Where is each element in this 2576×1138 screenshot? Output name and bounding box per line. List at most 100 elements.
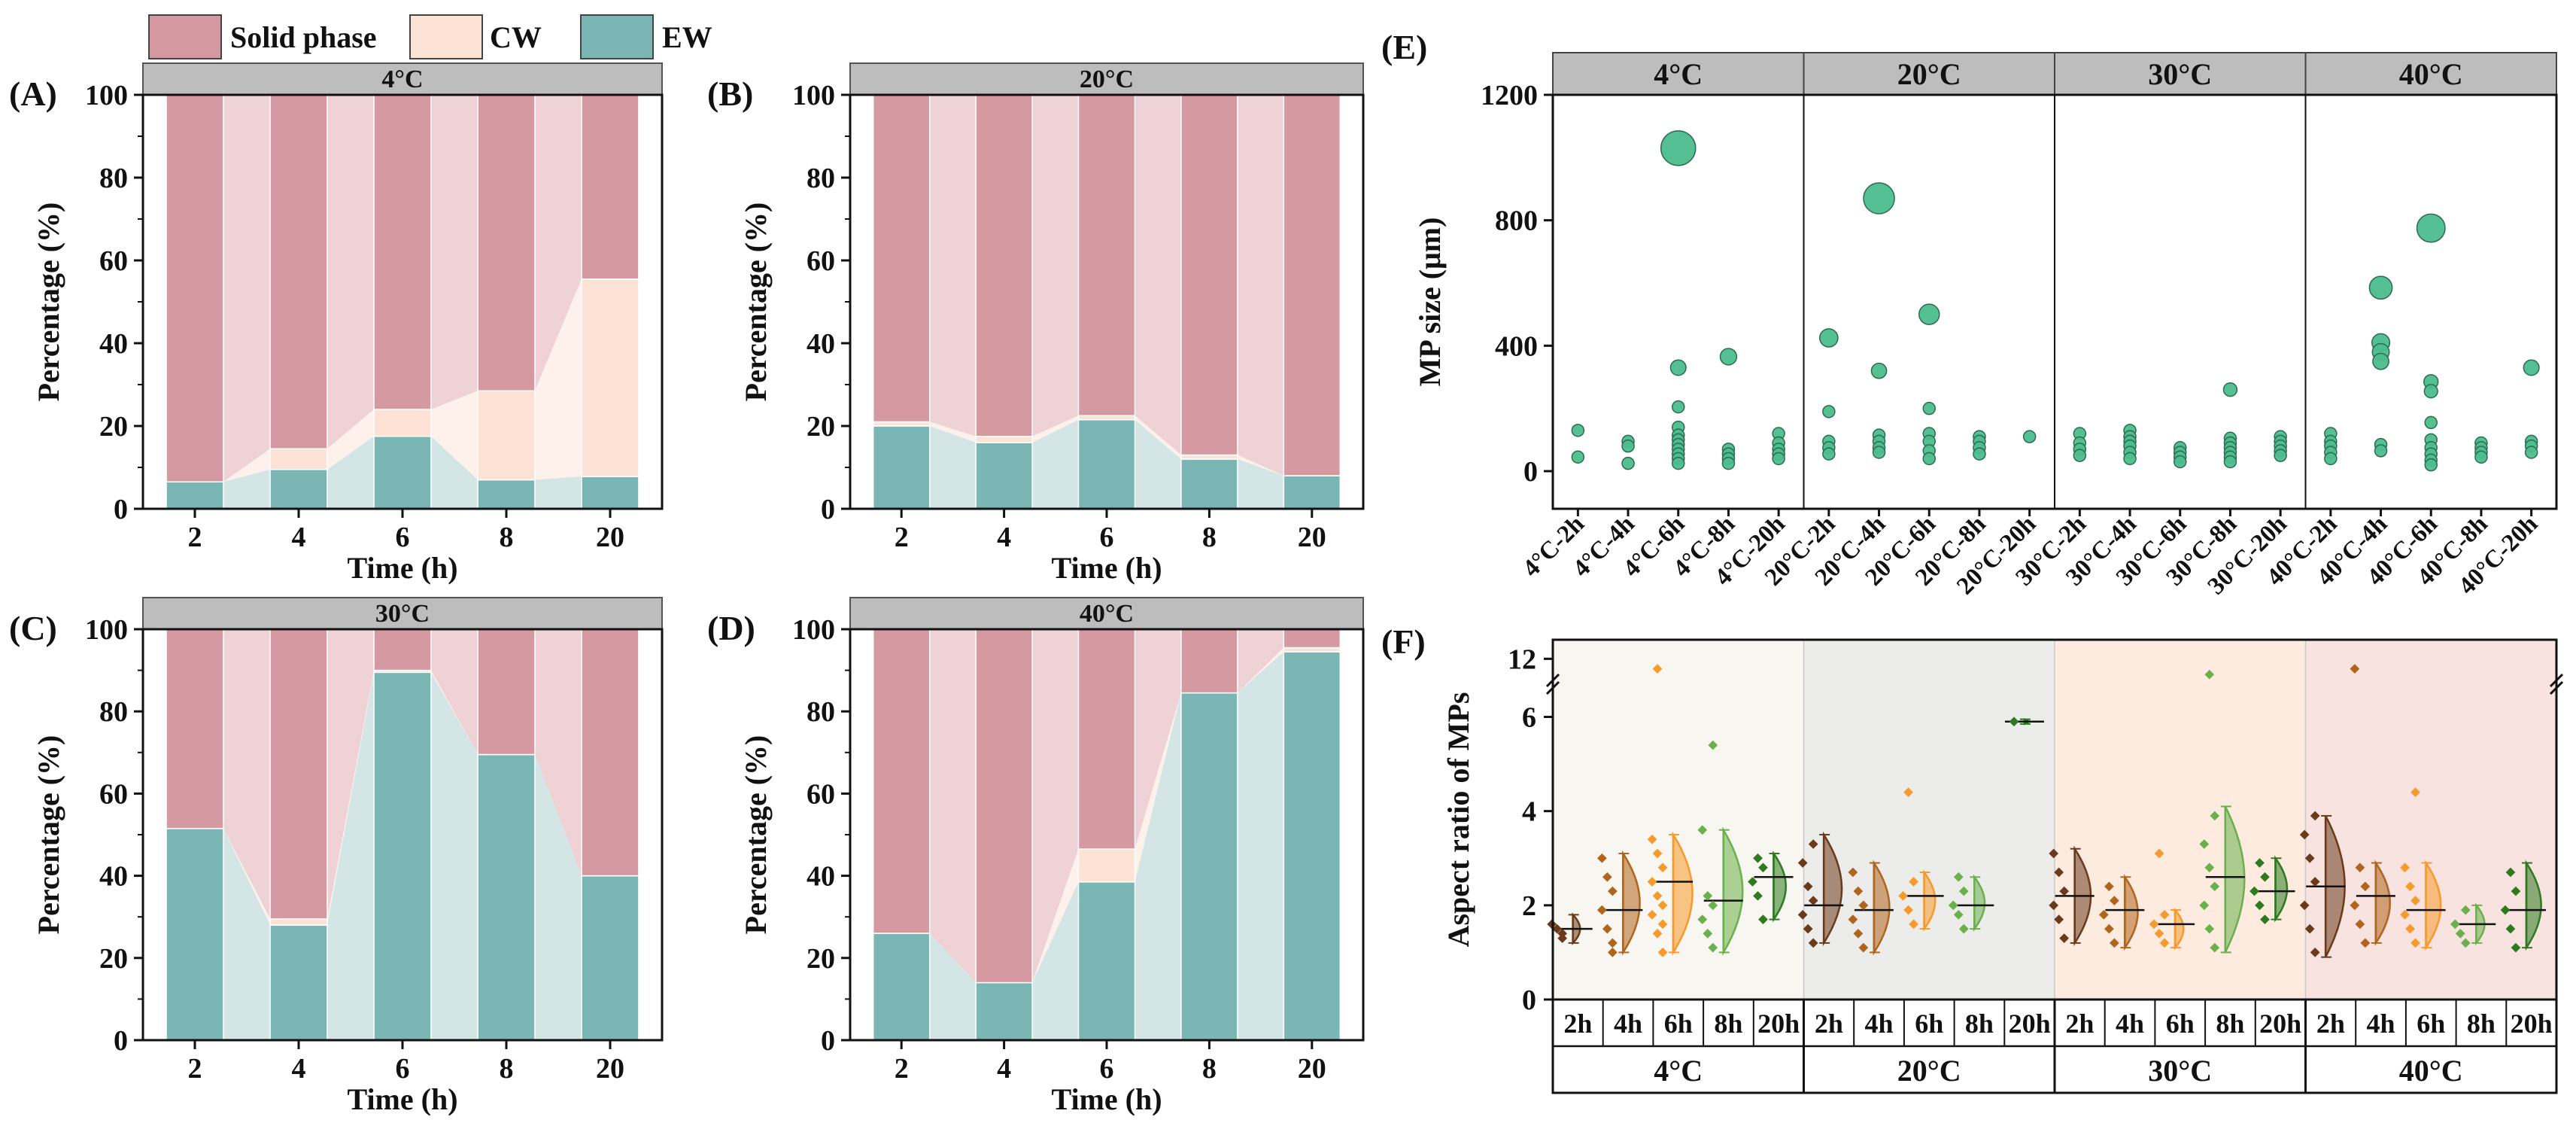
data-point [1657, 900, 1668, 911]
band-ew [534, 754, 582, 1040]
legend-swatch-solid [148, 14, 222, 59]
data-point [2054, 914, 2064, 924]
bubble-point [2324, 452, 2338, 466]
bubble-point [2073, 449, 2087, 462]
data-point [2304, 923, 2315, 934]
data-point [2405, 923, 2415, 934]
y-tick-label: 20 [99, 411, 128, 443]
x-tick-label: 4 [997, 1053, 1011, 1085]
group-label: 30°C [2148, 1054, 2212, 1088]
band-solid [929, 95, 977, 437]
bubble-point [2174, 455, 2187, 469]
panel-e: (E)4°C 20°C 30°C 40°C4°C-2h4°C-4h4°C-6h4°C-… [1381, 28, 2558, 600]
y-tick-label: 0 [1522, 984, 1536, 1016]
x-tick-label: 2 [188, 1053, 202, 1085]
bubble-point [1621, 456, 1635, 470]
band-solid [1135, 95, 1181, 455]
time-label: 6h [2417, 1009, 2445, 1039]
data-point [1903, 905, 1913, 915]
data-point [1608, 886, 1618, 896]
panel-letter: (F) [1381, 622, 1426, 661]
band-ew [929, 426, 977, 509]
x-tick-label: 6 [1100, 1053, 1114, 1085]
y-tick-label: 40 [807, 328, 835, 360]
time-label: 6h [1915, 1009, 1943, 1039]
violin-shape [1672, 831, 1694, 956]
group-label: 4°C [1654, 1054, 1703, 1088]
panel-title: 30°C [375, 600, 430, 628]
data-point [2104, 923, 2114, 934]
bar-cw [872, 421, 931, 427]
data-point [1647, 834, 1657, 844]
bar-solid [477, 628, 536, 756]
time-label: 2h [1815, 1009, 1843, 1039]
data-point [2410, 896, 2420, 905]
bubble-point [2423, 384, 2438, 399]
band-solid [223, 95, 271, 482]
data-point [1652, 929, 1663, 939]
bar-solid [975, 94, 1033, 437]
data-point [1953, 909, 1964, 920]
x-tick-label: 8 [1202, 1053, 1217, 1085]
y-tick-label: 0 [114, 1025, 128, 1057]
band-solid [1032, 95, 1079, 437]
y-tick-label: 40 [99, 861, 128, 893]
time-label: 2h [2065, 1009, 2094, 1039]
bubble-point [1621, 439, 1635, 453]
bar-cw [975, 436, 1033, 443]
data-point [1557, 929, 1568, 939]
panel-f: (F) 0 2 4 6 12 Aspect ratio of MPs 2h 4h 6h 8h 20h 2… [1381, 622, 2564, 1094]
time-label: 4h [2116, 1009, 2144, 1039]
data-point [2009, 717, 2019, 727]
bubble-point [2368, 275, 2393, 300]
panel-title: 4°C [381, 65, 423, 93]
bar-solid [581, 628, 639, 877]
data-point [2159, 909, 2170, 920]
data-point [2310, 877, 2320, 887]
bubble-point [1571, 424, 1585, 437]
time-label: 4h [2367, 1009, 2395, 1039]
bar-ew [1077, 881, 1136, 1041]
bar-ew [477, 753, 536, 1041]
bar-solid [975, 628, 1033, 984]
time-label: 6h [2166, 1009, 2195, 1039]
band-solid [430, 629, 478, 755]
band-cw [327, 670, 375, 926]
y-tick-label: 80 [807, 696, 835, 728]
data-point [1948, 900, 1958, 911]
violin-shape [1822, 831, 1843, 947]
data-point [1909, 919, 1918, 930]
data-point [1903, 787, 1913, 798]
bar-cw [269, 918, 328, 926]
data-point [1652, 890, 1663, 901]
bar-cw [1283, 647, 1341, 653]
data-point [2410, 787, 2420, 798]
plot-frame [1551, 93, 2558, 510]
bubble-point [1719, 348, 1738, 366]
bubble-point [2274, 449, 2287, 462]
bar-ew [477, 479, 536, 510]
bubble-point [2022, 430, 2037, 443]
violin-shape [2124, 874, 2139, 951]
group-header-label: 4°C [1654, 57, 1703, 91]
data-point [2199, 839, 2210, 849]
y-axis-label: Percentage (%) [32, 735, 65, 935]
data-point [2304, 853, 2315, 863]
y-tick-label: 80 [807, 163, 835, 194]
x-tick-label: 20 [1298, 522, 1326, 553]
data-point [2210, 942, 2220, 953]
panel-title: 40°C [1080, 600, 1134, 628]
data-point [1797, 858, 1808, 868]
data-point [1909, 877, 1918, 887]
data-point [1853, 886, 1864, 896]
data-point [2059, 886, 2070, 896]
data-point [1597, 853, 1607, 863]
bubble-point [2523, 359, 2540, 376]
data-point [2410, 938, 2420, 948]
band-cw [223, 449, 271, 482]
group-background [2305, 640, 2556, 1000]
axis-break [2549, 680, 2564, 695]
bubble-point [1772, 452, 1785, 466]
bubble-point [1660, 130, 1697, 166]
y-tick-label: 0 [1523, 456, 1538, 488]
